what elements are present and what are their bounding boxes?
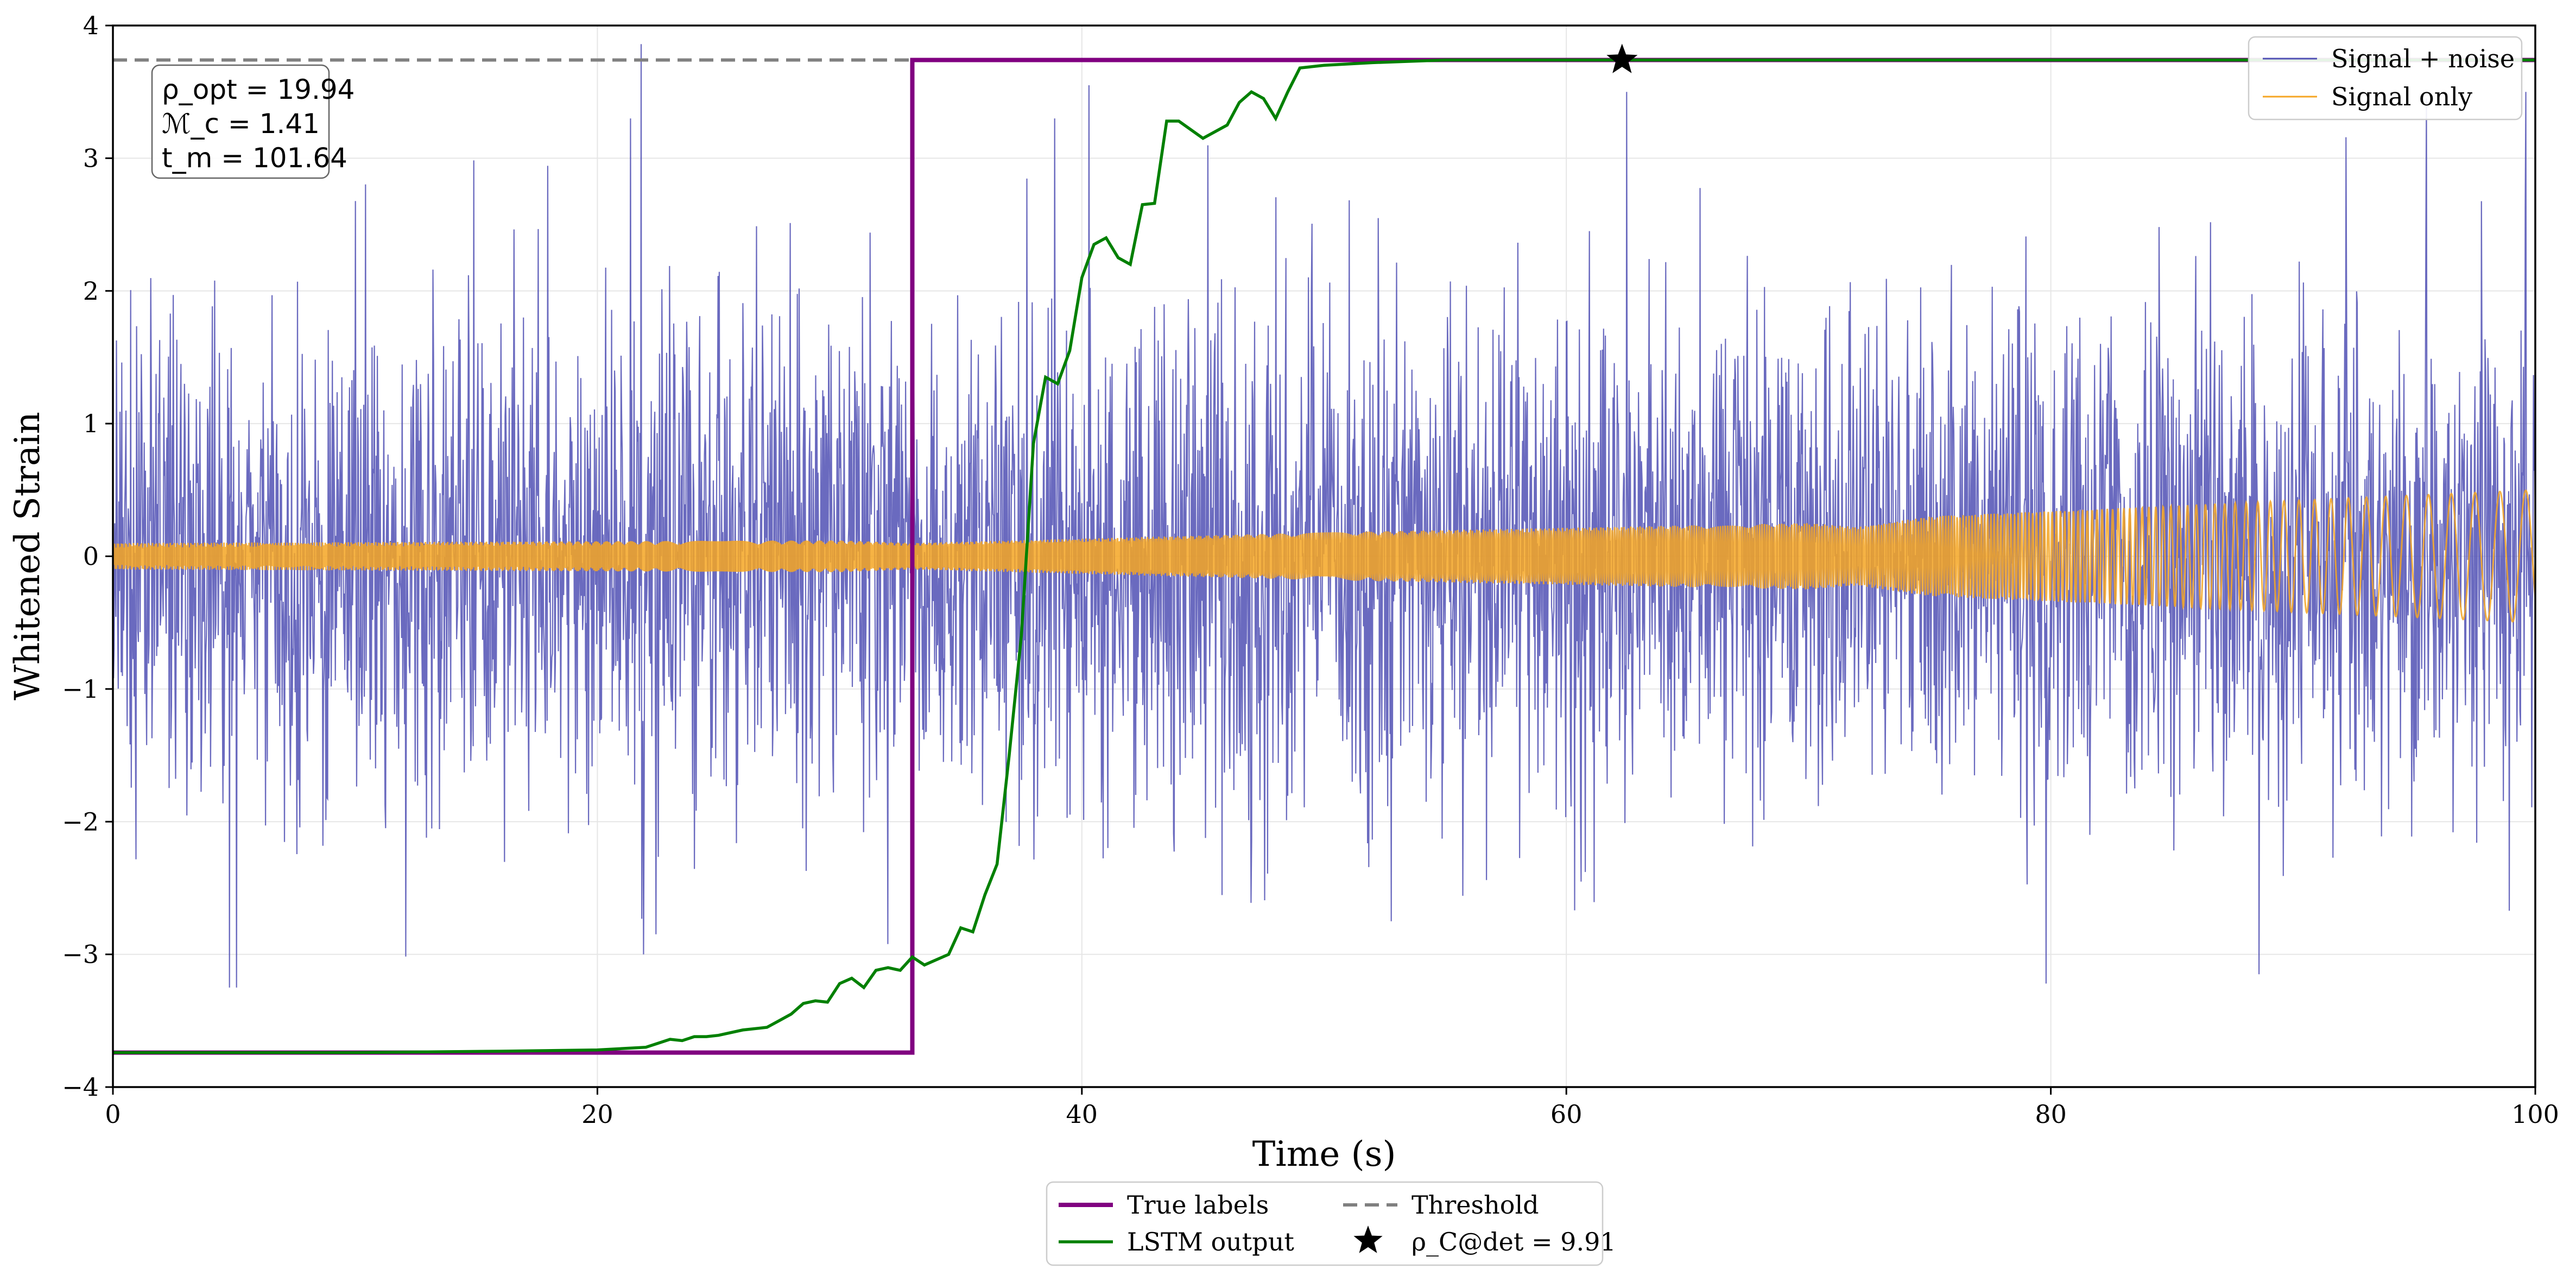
y-tick-label: 2 (83, 276, 99, 306)
legend-upper: Signal + noise Signal only (2248, 36, 2523, 121)
y-tick-label: −2 (62, 807, 99, 836)
chirp-mass-text: ℳ_c = 1.41 (162, 108, 320, 140)
legend-label-detection: ρ_C@det = 9.91 (1412, 1227, 1616, 1256)
x-axis-title: Time (s) (1252, 1134, 1396, 1174)
info-annotation: ρ_opt = 19.94 ℳ_c = 1.41 t_m = 101.64 (151, 64, 355, 179)
legend-label-signal-only: Signal only (2331, 82, 2472, 111)
y-tick-label: 4 (83, 11, 99, 40)
x-tick-label: 0 (105, 1100, 121, 1129)
x-tick-label: 80 (2035, 1100, 2067, 1129)
legend-lower: True labels Threshold LSTM output ρ_C@de… (1046, 1181, 1616, 1266)
merge-time-text: t_m = 101.64 (162, 142, 347, 174)
x-tick-label: 100 (2511, 1100, 2559, 1129)
y-tick-label: 3 (83, 143, 99, 173)
lstm-output-line (113, 58, 2535, 1054)
y-tick-label: 0 (83, 542, 99, 571)
y-axis: −4 −3 −2 −1 0 1 2 3 4 (62, 11, 113, 1102)
legend-label-signal-noise: Signal + noise (2331, 44, 2515, 73)
legend-swatch-detection-star (1353, 1226, 1383, 1253)
y-tick-label: −4 (62, 1072, 99, 1102)
info-box (151, 64, 330, 179)
legend-label-threshold: Threshold (1412, 1190, 1539, 1220)
legend-lower-box (1046, 1181, 1604, 1266)
x-axis: 0 20 40 60 80 100 (105, 1087, 2559, 1129)
legend-label-lstm-output: LSTM output (1127, 1227, 1294, 1256)
y-tick-label: 1 (83, 409, 99, 438)
x-tick-label: 20 (581, 1100, 613, 1129)
legend-upper-box (2248, 36, 2523, 121)
legend-label-true-labels: True labels (1127, 1190, 1269, 1220)
signal-plus-noise-line (113, 44, 2535, 988)
series-layer (113, 44, 2535, 1055)
signal-only-line (113, 489, 2535, 623)
y-tick-label: −3 (62, 940, 99, 969)
detection-star-marker (1606, 43, 1638, 73)
y-axis-title: Whitened Strain (8, 412, 48, 700)
x-tick-label: 40 (1066, 1100, 1098, 1129)
y-tick-label: −1 (62, 674, 99, 704)
rho-opt-text: ρ_opt = 19.94 (162, 74, 355, 105)
x-tick-label: 60 (1550, 1100, 1583, 1129)
